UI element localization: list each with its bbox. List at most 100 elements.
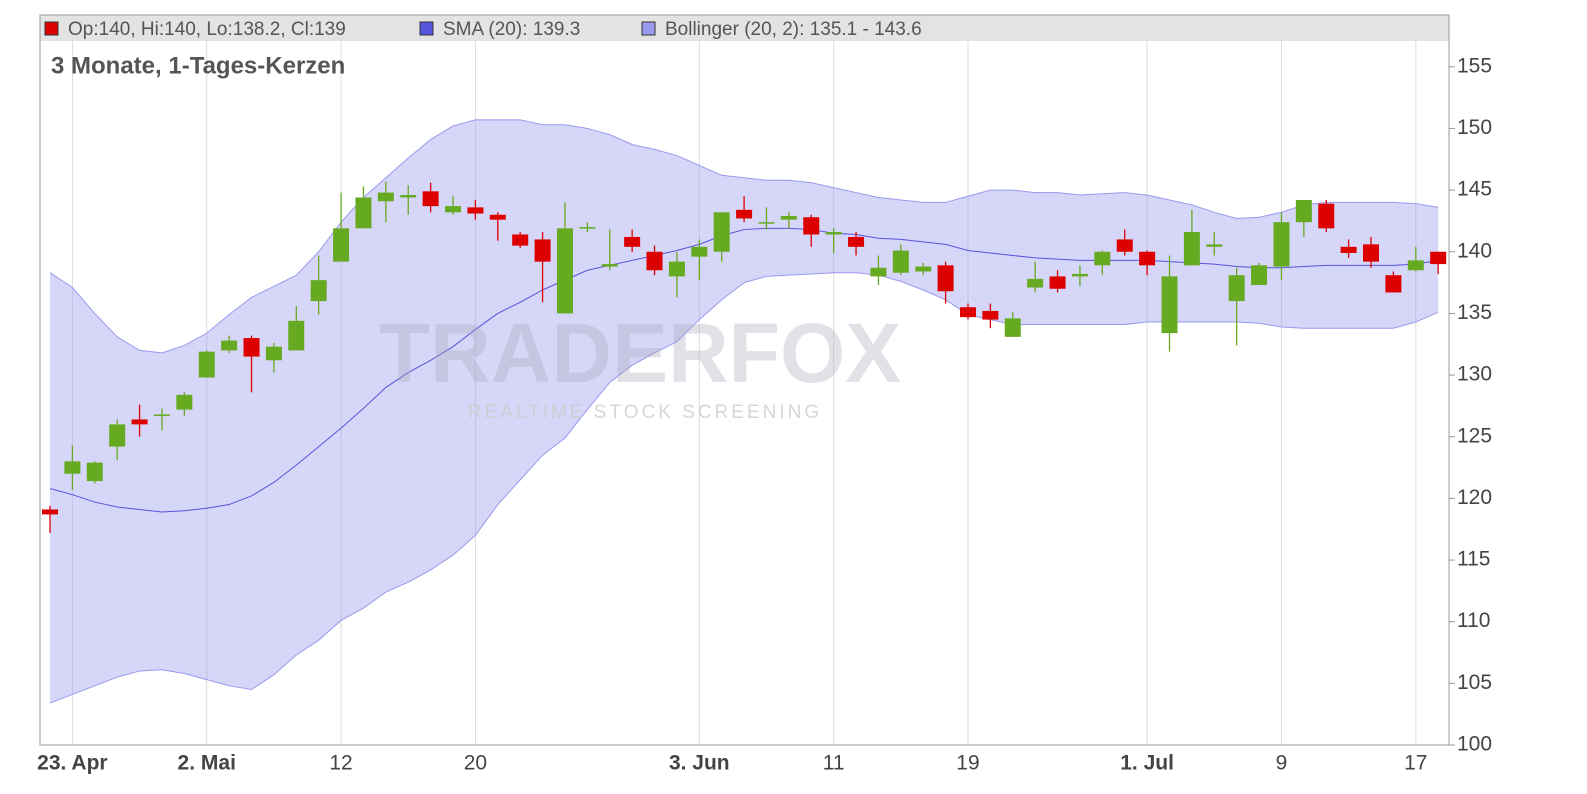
candle-body xyxy=(131,419,148,425)
candle-body xyxy=(1295,199,1312,223)
candle-body xyxy=(1363,244,1380,262)
candle-body xyxy=(579,227,596,229)
candle-body xyxy=(601,264,618,267)
candle-body xyxy=(982,310,999,320)
candle-body xyxy=(1094,251,1111,266)
x-tick-label: 12 xyxy=(329,752,352,775)
watermark: TRADERFOX xyxy=(379,306,902,400)
candle-body xyxy=(1004,318,1021,337)
legend: Op:140, Hi:140, Lo:138.2, Cl:139 SMA (20)… xyxy=(44,19,922,40)
candle-body xyxy=(422,191,439,207)
x-tick-label: 20 xyxy=(464,752,487,775)
candle-body xyxy=(1027,278,1044,288)
candle-body xyxy=(198,351,215,378)
y-tick-label: 100 xyxy=(1457,733,1492,756)
candle-body xyxy=(1071,273,1088,277)
candle-body xyxy=(848,236,865,247)
candle-body xyxy=(1318,203,1335,229)
bollinger xyxy=(49,119,1439,704)
y-tick-label: 130 xyxy=(1457,363,1492,386)
candle-body xyxy=(556,228,573,314)
y-tick-label: 105 xyxy=(1457,671,1492,694)
legend-bar xyxy=(40,15,1449,41)
candle-body xyxy=(1228,275,1245,302)
candle-body xyxy=(758,222,775,224)
candle-body xyxy=(512,234,529,246)
y-tick-label: 155 xyxy=(1457,54,1492,77)
candle-body xyxy=(870,267,887,277)
watermark-sub: REALTIME STOCK SCREENING xyxy=(468,402,822,423)
candle-body xyxy=(937,265,954,292)
x-tick-label: 9 xyxy=(1276,752,1288,775)
candle-body xyxy=(1049,276,1066,289)
candle-body xyxy=(713,212,730,252)
y-tick-label: 120 xyxy=(1457,486,1492,509)
y-tick-label: 115 xyxy=(1457,548,1490,571)
sma-line xyxy=(49,227,1439,513)
candle-body xyxy=(489,214,506,220)
chart-title: 3 Monate, 1-Tages-Kerzen xyxy=(51,52,345,79)
candle-body xyxy=(534,239,551,262)
candle-body xyxy=(333,228,350,262)
candle-body xyxy=(243,338,260,357)
x-tick-label: 3. Jun xyxy=(669,752,730,775)
y-tick-label: 135 xyxy=(1457,301,1492,324)
candle-body xyxy=(1251,265,1268,286)
candle-body xyxy=(1139,251,1156,266)
x-tick-label: 2. Mai xyxy=(178,752,236,775)
legend-swatch xyxy=(44,21,59,36)
candle-body xyxy=(377,192,394,202)
legend-label: Op:140, Hi:140, Lo:138.2, Cl:139 xyxy=(68,19,346,40)
x-tick-label: 23. Apr xyxy=(37,752,107,775)
bollinger-lower xyxy=(49,272,1439,704)
legend-swatch xyxy=(641,21,656,36)
candles xyxy=(42,181,1447,533)
candle-body xyxy=(445,206,462,213)
candle-body xyxy=(86,462,103,482)
candle-body xyxy=(668,261,685,277)
candle-body xyxy=(400,195,417,198)
candle-body xyxy=(265,346,282,361)
plot-frame xyxy=(39,14,1450,746)
grid xyxy=(71,15,1417,745)
legend-swatch xyxy=(419,21,434,36)
candle-body xyxy=(1116,239,1133,252)
candle-body xyxy=(1206,244,1223,247)
candle-body xyxy=(646,251,663,271)
y-tick-label: 140 xyxy=(1457,239,1492,262)
x-tick-label: 1. Jul xyxy=(1120,752,1174,775)
candle-body xyxy=(1430,251,1447,265)
x-tick-label: 11 xyxy=(823,752,845,775)
x-tick-label: 17 xyxy=(1404,752,1427,775)
candle-body xyxy=(64,461,81,474)
candle-body xyxy=(1385,275,1402,293)
candle-body xyxy=(915,266,932,272)
candle-body xyxy=(1161,276,1178,334)
candle-body xyxy=(624,236,641,247)
y-tick-label: 110 xyxy=(1457,609,1490,632)
candle-body xyxy=(736,209,753,219)
axes: 100 105 110 115 120 125 130 135 140 145 150 155 23. … xyxy=(37,54,1492,774)
x-tick-label: 19 xyxy=(956,752,979,775)
candle-body xyxy=(1340,246,1357,253)
candle-body xyxy=(1273,222,1290,267)
y-tick-label: 150 xyxy=(1457,116,1492,139)
legend-label: SMA (20): 139.3 xyxy=(443,19,580,40)
candle-body xyxy=(892,250,909,273)
y-tick-label: 145 xyxy=(1457,178,1492,201)
candle-body xyxy=(1407,260,1424,271)
candle-body xyxy=(153,414,170,417)
candle-body xyxy=(803,217,820,235)
candle-body xyxy=(355,197,372,229)
bollinger-area xyxy=(50,119,1439,704)
candle-body xyxy=(288,320,305,351)
candle-body xyxy=(42,509,58,515)
y-tick-label: 125 xyxy=(1457,424,1492,447)
legend-label: Bollinger (20, 2): 135.1 - 143.6 xyxy=(665,19,922,40)
candle-body xyxy=(221,340,238,351)
candle-body xyxy=(467,207,484,214)
candle-body xyxy=(825,232,842,235)
candle-body xyxy=(1183,232,1200,266)
